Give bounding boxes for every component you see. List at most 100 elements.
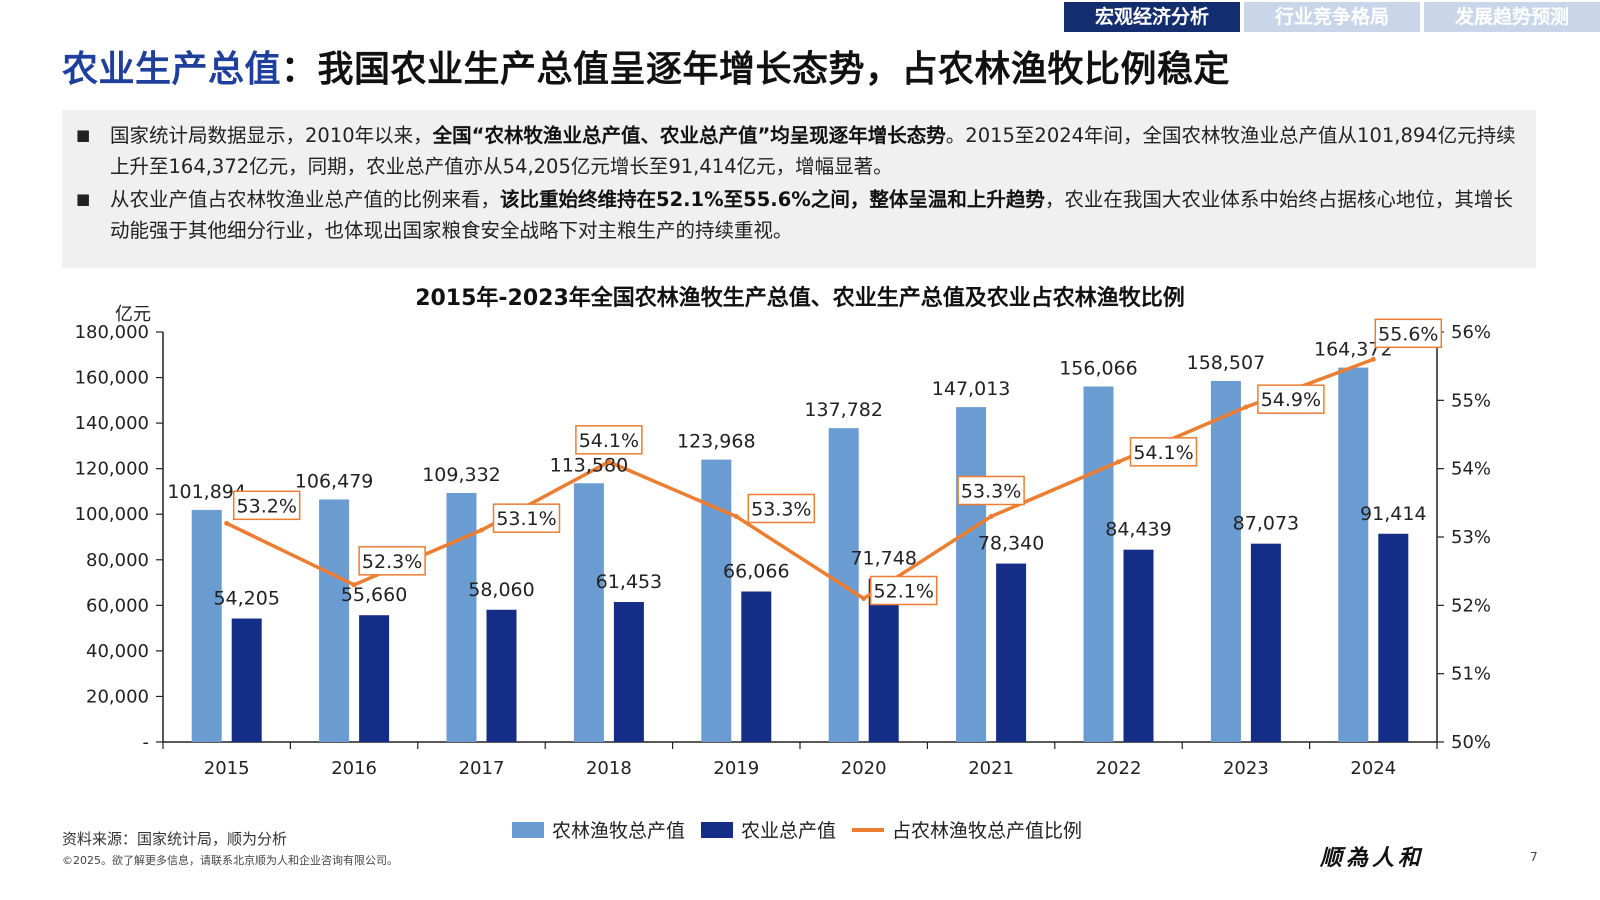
bar-agri-label: 78,340 — [978, 533, 1044, 555]
x-tick-label: 2016 — [331, 758, 377, 779]
x-tick-label: 2022 — [1096, 758, 1142, 779]
bar-agri-label: 55,660 — [341, 584, 407, 606]
y-tick-label: 60,000 — [86, 595, 149, 616]
legend-label-agri: 农业总产值 — [741, 820, 837, 842]
bar-total-label: 137,782 — [804, 399, 883, 421]
bar-total-label: 106,479 — [295, 470, 374, 492]
top-nav: 宏观经济分析 行业竞争格局 发展趋势预测 — [1064, 2, 1600, 32]
bullet-2-bold: 该比重始终维持在52.1%至55.6%之间，整体呈温和上升趋势 — [500, 188, 1045, 211]
bar-agri-label: 71,748 — [850, 548, 916, 570]
summary-bullet-2: ■ 从农业产值占农林牧渔业总产值的比例来看，该比重始终维持在52.1%至55.6… — [76, 184, 1518, 246]
y2-tick-label: 54% — [1451, 459, 1491, 480]
combo-chart: 亿元 - 20,000 40,000 60,000 80,000 100,000 120,00… — [75, 304, 1491, 779]
ratio-label: 53.3% — [751, 499, 811, 521]
ratio-label-box — [957, 475, 1025, 506]
ratio-point — [861, 596, 867, 601]
legend-item-agri: 农业总产值 — [701, 816, 836, 843]
bar-total-label: 109,332 — [422, 464, 501, 486]
bullet-square-icon: ■ — [76, 190, 91, 208]
page-title: 农业生产总值：我国农业生产总值呈逐年增长态势，占农林渔牧比例稳定 — [62, 40, 1230, 92]
legend-swatch-total — [512, 821, 544, 838]
bar-total — [1210, 380, 1241, 742]
bar-total — [1338, 367, 1369, 742]
x-tick-label: 2019 — [713, 758, 759, 779]
ratio-label: 53.3% — [961, 481, 1021, 503]
ratio-label: 54.1% — [579, 430, 639, 452]
ratio-point — [1116, 459, 1121, 465]
ratio-label: 52.3% — [362, 551, 422, 573]
bullet-2-text-a: 从农业产值占农林牧渔业总产值的比例来看， — [110, 188, 501, 211]
y2-tick-label: 50% — [1451, 732, 1491, 753]
y-tick-label: 80,000 — [86, 550, 149, 571]
y-tick-label: 180,000 — [75, 322, 149, 343]
ratio-label-box — [1257, 384, 1325, 414]
bar-agri — [1250, 543, 1281, 742]
legend-item-ratio: 占农林渔牧总产值比例 — [852, 816, 1082, 843]
summary-bullet-1-text: 国家统计局数据显示，2010年以来，全国“农林牧渔业总产值、农业总产值”均呈现逐… — [110, 120, 1518, 182]
ratio-point — [733, 514, 739, 519]
bar-agri — [1123, 549, 1154, 742]
page-title-rest: ：我国农业生产总值呈逐年增长态势，占农林渔牧比例稳定 — [281, 49, 1231, 90]
bar-agri — [1378, 533, 1409, 742]
tab-trend-forecast[interactable]: 发展趋势预测 — [1424, 2, 1600, 32]
bar-agri-label: 54,205 — [213, 588, 279, 610]
bullet-1-bold: 全国“农林牧渔业总产值、农业总产值”均呈现逐年增长态势 — [432, 124, 946, 147]
ratio-point — [606, 459, 612, 465]
y-axis-label: 亿元 — [115, 304, 151, 325]
x-tick-label: 2015 — [204, 758, 250, 779]
ratio-point — [988, 514, 994, 519]
bar-agri — [996, 563, 1027, 742]
ratio-point — [1370, 356, 1376, 362]
ratio-label: 55.6% — [1378, 323, 1438, 345]
y2-tick-label: 56% — [1451, 322, 1491, 343]
bullet-square-icon: ■ — [76, 126, 91, 144]
summary-box: ■ 国家统计局数据显示，2010年以来，全国“农林牧渔业总产值、农业总产值”均呈… — [62, 110, 1536, 268]
ratio-point — [479, 527, 484, 533]
x-tick-label: 2017 — [459, 758, 505, 779]
bar-agri — [868, 578, 899, 742]
ratio-label: 53.1% — [496, 508, 556, 530]
tab-industry-competition[interactable]: 行业竞争格局 — [1244, 2, 1420, 32]
y-tick-label: - — [143, 732, 150, 753]
bullet-1-text-b: 。2015至2024年间，全国农林牧渔业总产值从101,894亿元持续上升至16… — [110, 124, 1516, 178]
legend-item-total: 农林渔牧总产值 — [512, 816, 685, 843]
ratio-label: 53.2% — [237, 495, 297, 517]
y2-tick-label: 52% — [1451, 595, 1491, 616]
y-tick-label: 40,000 — [86, 641, 149, 662]
y-tick-label: 140,000 — [75, 413, 149, 434]
bar-total — [319, 499, 350, 742]
bar-total-label: 164,372 — [1314, 339, 1393, 361]
brand-logo: 顺為人和 — [1320, 845, 1425, 871]
bar-total — [191, 509, 222, 742]
bar-total — [956, 407, 987, 742]
bar-agri — [231, 618, 262, 742]
y2-tick-label: 51% — [1451, 664, 1491, 685]
bar-total — [573, 483, 604, 742]
y-tick-label: 160,000 — [75, 368, 149, 389]
y2-tick-label: 53% — [1451, 527, 1491, 548]
bar-agri-label: 84,439 — [1105, 519, 1171, 541]
x-tick-label: 2020 — [841, 758, 887, 779]
ratio-label-box — [575, 425, 643, 455]
bar-agri-label: 91,414 — [1360, 503, 1426, 525]
bar-agri-label: 61,453 — [596, 571, 662, 593]
ratio-point — [1243, 404, 1249, 410]
ratio-label-box — [747, 493, 816, 524]
ratio-point — [224, 520, 230, 526]
bar-agri — [359, 615, 390, 742]
bar-total-label: 113,580 — [550, 454, 629, 476]
legend-label-total: 农林渔牧总产值 — [552, 820, 686, 842]
bar-agri — [741, 591, 772, 742]
bar-total — [1083, 386, 1114, 742]
bullet-1-text-a: 国家统计局数据显示，2010年以来， — [110, 124, 433, 147]
summary-bullet-2-text: 从农业产值占农林牧渔业总产值的比例来看，该比重始终维持在52.1%至55.6%之… — [110, 184, 1518, 246]
x-tick-label: 2018 — [586, 758, 632, 779]
source-note: 资料来源：国家统计局，顺为分析 — [62, 830, 288, 848]
ratio-label: 54.1% — [1133, 442, 1193, 464]
ratio-label-box — [232, 490, 301, 521]
tab-macro-economy[interactable]: 宏观经济分析 — [1064, 2, 1240, 32]
bar-total-label: 147,013 — [932, 378, 1011, 400]
ratio-label-box — [358, 546, 426, 576]
bar-agri-label: 58,060 — [468, 579, 534, 601]
ratio-label: 54.9% — [1261, 389, 1321, 411]
